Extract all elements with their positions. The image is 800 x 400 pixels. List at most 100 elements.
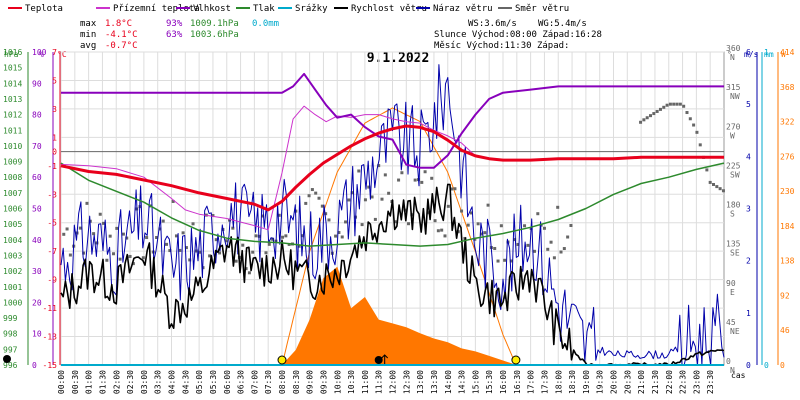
legend-item-temp: Teplota — [8, 4, 63, 14]
y-tick-humidity: 40 — [32, 236, 42, 245]
wind-direction-point — [446, 204, 450, 208]
y-tick-pressure: 1009 — [3, 158, 22, 167]
wind-direction-point — [688, 117, 692, 121]
y-tick-direction-name: NW — [730, 92, 740, 101]
wind-direction-point — [549, 240, 553, 244]
y-tick-wind: 1 — [746, 309, 751, 318]
wind-direction-point — [380, 197, 384, 201]
x-tick-label: 11:00 — [361, 370, 370, 394]
stats-max-label: max — [80, 19, 97, 29]
x-tick-label: 00:30 — [71, 370, 80, 394]
legend-item-gust: Náraz větru — [416, 4, 493, 14]
y-tick-wind: 0 — [746, 361, 751, 370]
y-tick-direction: 45 — [726, 318, 736, 327]
x-tick-label: 13:00 — [416, 370, 425, 394]
y-tick-rain: 0 — [764, 361, 769, 370]
wind-direction-point — [191, 222, 195, 226]
stats-max-hum: 93% — [166, 19, 183, 29]
wind-direction-point — [532, 249, 536, 253]
y-tick-temperature: -3 — [47, 190, 57, 199]
wind-direction-point — [360, 223, 364, 227]
wind-direction-point — [145, 236, 149, 240]
y-tick-pressure: 1011 — [3, 126, 22, 135]
wind-direction-point — [526, 243, 530, 247]
unit-pct: % — [39, 50, 44, 59]
wind-direction-point — [337, 230, 341, 234]
wind-direction-point — [460, 209, 464, 213]
wind-direction-point — [715, 185, 719, 189]
wind-direction-point — [698, 143, 702, 147]
x-tick-label: 08:30 — [292, 370, 301, 394]
wind-direction-point — [420, 180, 424, 184]
x-tick-label: 01:30 — [98, 370, 107, 394]
x-tick-label: 13:30 — [430, 370, 439, 394]
x-tick-label: 11:30 — [375, 370, 384, 394]
series-lines — [60, 64, 725, 366]
y-tick-wind: 5 — [746, 100, 751, 109]
y-tick-wind: 6 — [746, 48, 751, 57]
wind-direction-point — [407, 222, 411, 226]
y-tick-temperature: 1 — [52, 133, 57, 142]
wind-direction-point — [536, 212, 540, 216]
y-tick-pressure: 1010 — [3, 142, 22, 151]
x-tick-label: 01:00 — [85, 370, 94, 394]
wind-direction-point — [284, 234, 288, 238]
wind-direction-point — [370, 195, 374, 199]
wind-direction-point — [483, 231, 487, 235]
wind-direction-point — [662, 105, 666, 109]
x-tick-label: 05:00 — [195, 370, 204, 394]
x-tick-label: 21:30 — [651, 370, 660, 394]
wind-direction-point — [499, 224, 503, 228]
wind-direction-point — [340, 235, 344, 239]
info-block: WS:3.6m/s WG:5.4m/s Slunce Východ:08:00 … — [434, 19, 602, 51]
wind-direction-point — [509, 259, 513, 263]
wind-direction-point — [224, 239, 228, 243]
wind-direction-point — [158, 227, 162, 231]
y-tick-direction-name: E — [730, 288, 735, 297]
wind-direction-point — [320, 204, 324, 208]
unit-hpa: hPa — [4, 50, 19, 59]
wind-direction-point — [453, 187, 457, 191]
legend-item-dir: Směr větru — [498, 4, 569, 14]
x-tick-label: 06:00 — [223, 370, 232, 394]
info-moon: Měsíc Východ:11:30 Západ: — [434, 41, 569, 51]
wind-direction-point — [181, 231, 185, 235]
wind-direction-point — [111, 252, 115, 256]
wind-direction-point — [546, 247, 550, 251]
wind-direction-point — [516, 242, 520, 246]
x-tick-label: 15:00 — [471, 370, 480, 394]
y-tick-direction-name: SE — [730, 249, 740, 258]
x-tick-label: 19:00 — [582, 370, 591, 394]
wind-direction-point — [188, 258, 192, 262]
x-tick-label: 07:30 — [264, 370, 273, 394]
wind-direction-point — [241, 243, 245, 247]
y-tick-pressure: 1002 — [3, 267, 22, 276]
wind-direction-point — [281, 235, 285, 239]
wind-direction-point — [174, 234, 178, 238]
wind-direction-point — [373, 217, 377, 221]
y-tick-pressure: 997 — [3, 345, 18, 354]
stats-min-hum: 63% — [166, 30, 183, 40]
wind-direction-point — [433, 219, 437, 223]
wind-direction-point — [334, 234, 338, 238]
x-tick-label: 12:00 — [389, 370, 398, 394]
y-tick-wind: 4 — [746, 152, 751, 161]
y-tick-pressure: 1014 — [3, 79, 22, 88]
y-tick-solar: 92 — [780, 291, 790, 300]
y-tick-humidity: 80 — [32, 111, 42, 120]
y-tick-pressure: 1004 — [3, 236, 22, 245]
x-tick-label: 14:30 — [458, 370, 467, 394]
x-tick-label: 12:30 — [402, 370, 411, 394]
wind-direction-point — [649, 114, 653, 118]
y-tick-temperature: -9 — [47, 276, 57, 285]
y-tick-temperature: -5 — [47, 219, 57, 228]
x-tick-label: 09:00 — [306, 370, 315, 394]
wind-direction-point — [513, 238, 517, 242]
wind-direction-point — [470, 211, 474, 215]
stats-max-press: 1009.1hPa — [190, 19, 239, 29]
wind-direction-point — [357, 169, 361, 173]
wind-direction-point — [300, 234, 304, 238]
sun-moon-markers — [3, 354, 521, 365]
x-tick-label: 04:00 — [168, 370, 177, 394]
wind-direction-point — [171, 199, 175, 203]
